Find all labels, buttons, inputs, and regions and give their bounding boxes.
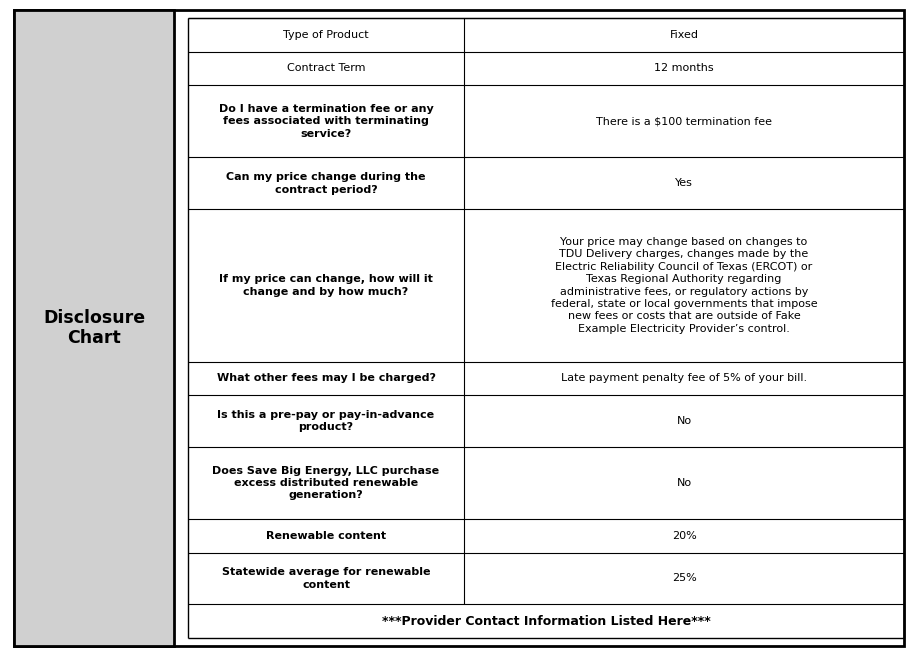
Text: 12 months: 12 months <box>655 63 714 73</box>
Text: No: No <box>677 416 691 426</box>
Text: Can my price change during the
contract period?: Can my price change during the contract … <box>226 172 426 195</box>
Text: Renewable content: Renewable content <box>266 531 386 541</box>
Text: Yes: Yes <box>675 178 693 188</box>
Text: Contract Term: Contract Term <box>286 63 365 73</box>
Text: Statewide average for renewable
content: Statewide average for renewable content <box>222 567 431 590</box>
Text: 25%: 25% <box>672 573 697 583</box>
Text: Type of Product: Type of Product <box>284 30 369 40</box>
Text: Disclosure
Chart: Disclosure Chart <box>43 308 145 348</box>
Text: No: No <box>677 478 691 488</box>
Text: Do I have a termination fee or any
fees associated with terminating
service?: Do I have a termination fee or any fees … <box>218 104 433 138</box>
Text: Late payment penalty fee of 5% of your bill.: Late payment penalty fee of 5% of your b… <box>561 373 807 383</box>
Text: If my price can change, how will it
change and by how much?: If my price can change, how will it chan… <box>219 274 433 297</box>
Text: 20%: 20% <box>672 531 697 541</box>
Bar <box>14 10 174 646</box>
Text: ***Provider Contact Information Listed Here***: ***Provider Contact Information Listed H… <box>382 615 711 628</box>
Text: Fixed: Fixed <box>669 30 699 40</box>
Text: There is a $100 termination fee: There is a $100 termination fee <box>596 116 772 126</box>
Text: What other fees may I be charged?: What other fees may I be charged? <box>217 373 435 383</box>
Text: Your price may change based on changes to
TDU Delivery charges, changes made by : Your price may change based on changes t… <box>551 237 817 334</box>
Text: Is this a pre-pay or pay-in-advance
product?: Is this a pre-pay or pay-in-advance prod… <box>218 409 434 432</box>
Text: Does Save Big Energy, LLC purchase
excess distributed renewable
generation?: Does Save Big Energy, LLC purchase exces… <box>212 466 440 501</box>
